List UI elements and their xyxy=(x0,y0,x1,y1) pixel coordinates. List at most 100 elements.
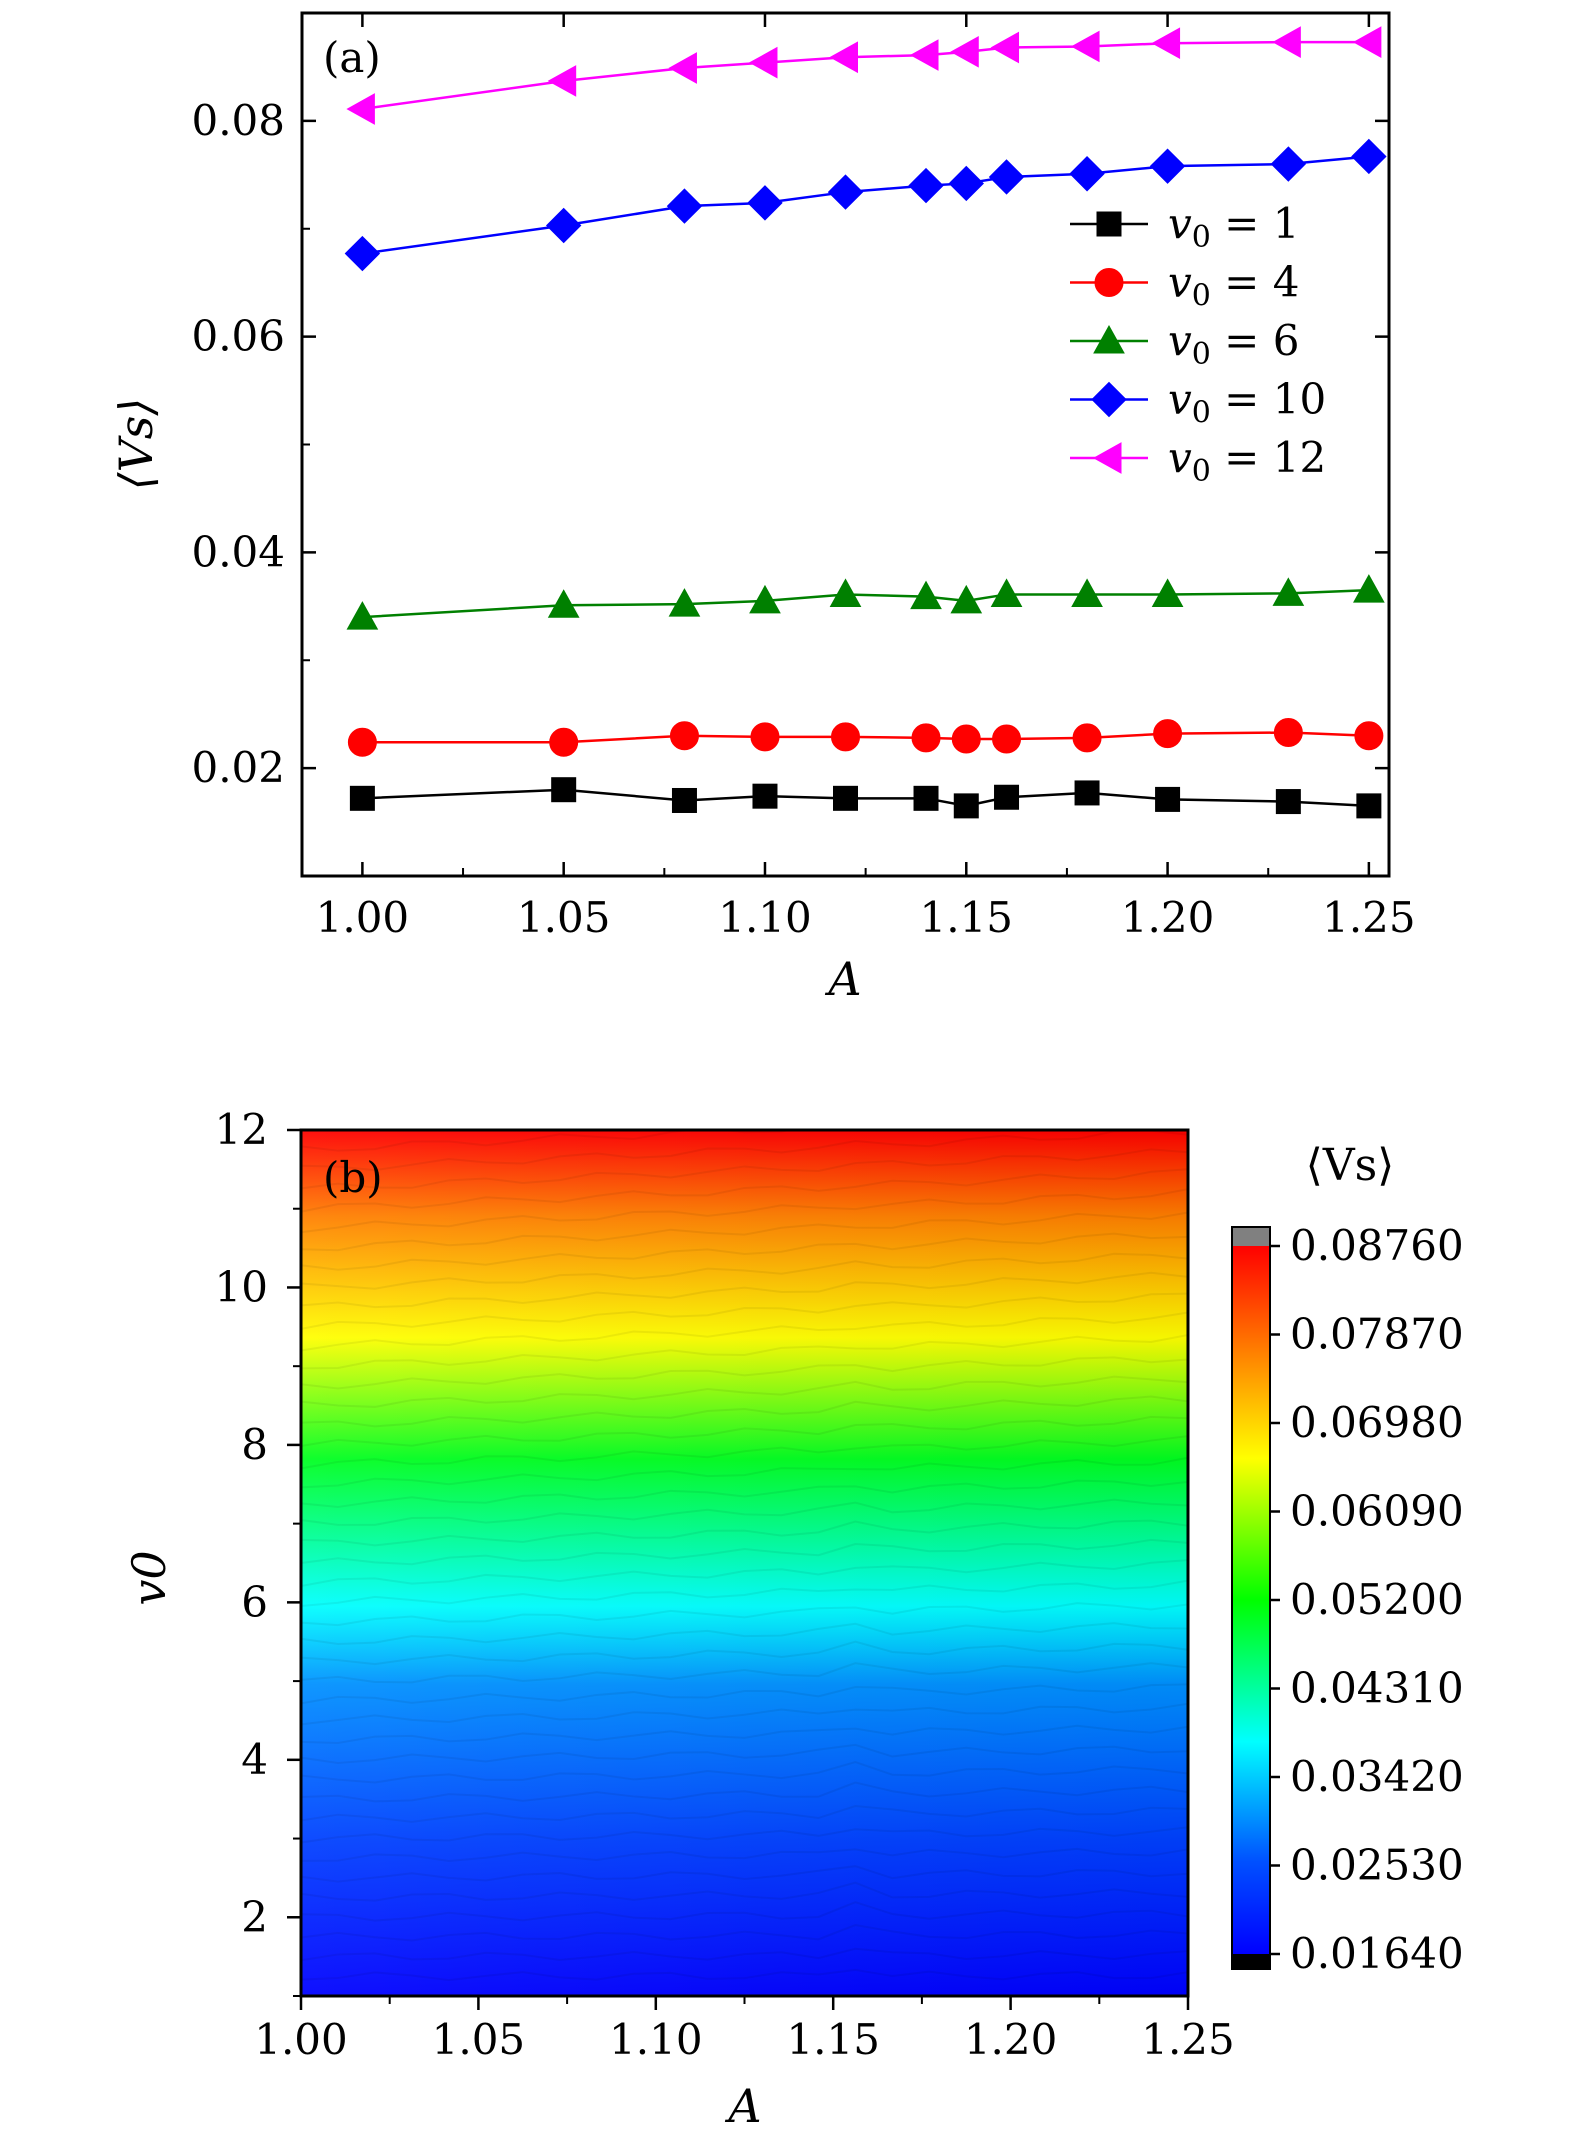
contour-line xyxy=(301,1334,1188,1370)
contour-line xyxy=(301,1130,1188,1172)
legend-label: v0 = 6 xyxy=(1168,316,1299,372)
data-point xyxy=(549,727,579,757)
colorbar-tick-label: 0.01640 xyxy=(1290,1929,1464,1978)
contour-line xyxy=(301,1602,1188,1627)
contour-line xyxy=(301,1415,1188,1447)
legend-entry-0: v0 = 1 xyxy=(1070,199,1299,255)
x-tick-label-b: 1.10 xyxy=(609,2015,703,2064)
contour-line xyxy=(301,1881,1188,1902)
colorbar-tick-label: 0.08760 xyxy=(1290,1221,1464,1270)
contour-line xyxy=(301,1479,1188,1509)
legend-marker xyxy=(1091,381,1127,418)
data-point xyxy=(994,784,1020,810)
legend-marker xyxy=(1092,442,1122,474)
colorbar-tick-label: 0.06980 xyxy=(1290,1398,1464,1447)
contour-line xyxy=(301,1538,1188,1566)
x-tick-label-a: 1.20 xyxy=(1121,893,1215,942)
heatmap-field xyxy=(301,1130,1188,1996)
data-point xyxy=(1155,786,1181,812)
x-tick-label-b: 1.05 xyxy=(432,2015,526,2064)
contour-line xyxy=(301,1724,1188,1745)
series-line xyxy=(362,40,1369,111)
data-point xyxy=(666,188,703,224)
data-point xyxy=(948,165,984,202)
data-point xyxy=(752,783,778,809)
contour-line xyxy=(301,1622,1188,1646)
x-tick-label-a: 1.05 xyxy=(517,893,611,942)
data-point xyxy=(831,722,860,752)
legend-label: v0 = 1 xyxy=(1168,199,1299,255)
contour-line xyxy=(301,1865,1188,1883)
colorbar-tick-label: 0.06090 xyxy=(1290,1487,1464,1536)
legend-marker xyxy=(1094,268,1124,297)
data-point xyxy=(992,724,1022,754)
panel-label-a: (a) xyxy=(323,33,381,82)
x-tick-label-b: 1.00 xyxy=(254,2015,348,2064)
contour-line xyxy=(301,1781,1188,1803)
data-point xyxy=(1353,574,1385,603)
data-point xyxy=(1272,577,1305,606)
contour-line xyxy=(301,1901,1188,1922)
legend-label: v0 = 4 xyxy=(1168,258,1299,314)
data-point xyxy=(950,584,983,614)
contour-line xyxy=(301,1148,1188,1190)
contour-line xyxy=(301,1292,1188,1330)
legend-label: v0 = 12 xyxy=(1168,433,1326,489)
contour-line xyxy=(301,1232,1188,1271)
data-point xyxy=(1151,27,1181,60)
x-axis-title-b: A xyxy=(724,2079,761,2133)
data-point xyxy=(910,580,942,610)
colorbar: 0.08760 0.07870 0.06980 0.06090 0.05200 0.043… xyxy=(1231,1140,1464,1978)
contour-line xyxy=(301,1311,1188,1352)
data-point xyxy=(909,39,939,71)
y-tick-label-a: 0.08 xyxy=(191,96,285,145)
series-2 xyxy=(346,574,1385,630)
panel-a-line-chart: 1.00 1.05 1.10 1.15 1.20 1.25 0.02 0.04 0.06 0.08… xyxy=(109,11,1416,1006)
series-line xyxy=(362,155,1369,255)
panel-b-heatmap: 1.00 1.05 1.10 1.15 1.20 1.25 2 4 6 8 10 12 (b) A v… xyxy=(122,1105,1464,2133)
data-point xyxy=(349,785,375,811)
contour-line xyxy=(301,1760,1188,1784)
contour-line xyxy=(301,1188,1188,1234)
contour-line xyxy=(301,1805,1188,1823)
contour-line xyxy=(301,1683,1188,1705)
data-point xyxy=(953,793,979,819)
data-point xyxy=(347,727,377,757)
panel-a-axes: 1.00 1.05 1.10 1.15 1.20 1.25 0.02 0.04 0.06 0.08 xyxy=(191,13,1416,942)
data-point xyxy=(346,93,375,125)
data-point xyxy=(748,46,778,79)
data-point xyxy=(1270,146,1307,182)
data-point xyxy=(911,723,941,753)
contour-line xyxy=(301,1924,1188,1942)
data-point xyxy=(1149,148,1186,184)
heatmap-shade xyxy=(301,1130,1188,1996)
data-point xyxy=(908,167,944,204)
data-point xyxy=(750,722,780,752)
data-point xyxy=(950,35,979,68)
data-point xyxy=(1351,138,1387,175)
legend-entry-3: v0 = 10 xyxy=(1070,375,1326,431)
data-point xyxy=(833,785,858,811)
data-point xyxy=(668,588,701,617)
colorbar-tick-label: 0.02530 xyxy=(1290,1841,1464,1890)
contour-line xyxy=(301,1130,795,1152)
colorbar-title: ⟨Vs⟩ xyxy=(1306,1140,1395,1191)
colorbar-over-swatch xyxy=(1232,1227,1270,1246)
colorbar-tick-label: 0.03420 xyxy=(1290,1752,1464,1801)
contour-line xyxy=(301,1662,1188,1684)
series-line xyxy=(362,731,1369,744)
data-point xyxy=(988,159,1025,195)
data-point xyxy=(671,787,697,813)
data-point xyxy=(1153,719,1183,749)
data-point xyxy=(668,52,697,84)
contour-line xyxy=(301,1252,1188,1290)
y-tick-label-b: 2 xyxy=(241,1892,268,1941)
data-point xyxy=(1074,780,1100,806)
y-tick-label-a: 0.04 xyxy=(191,527,285,576)
data-point xyxy=(829,41,858,74)
data-point xyxy=(1354,721,1384,751)
series-4 xyxy=(346,26,1382,125)
x-tick-label-a: 1.00 xyxy=(316,893,410,942)
y-tick-label-b: 4 xyxy=(241,1735,268,1784)
